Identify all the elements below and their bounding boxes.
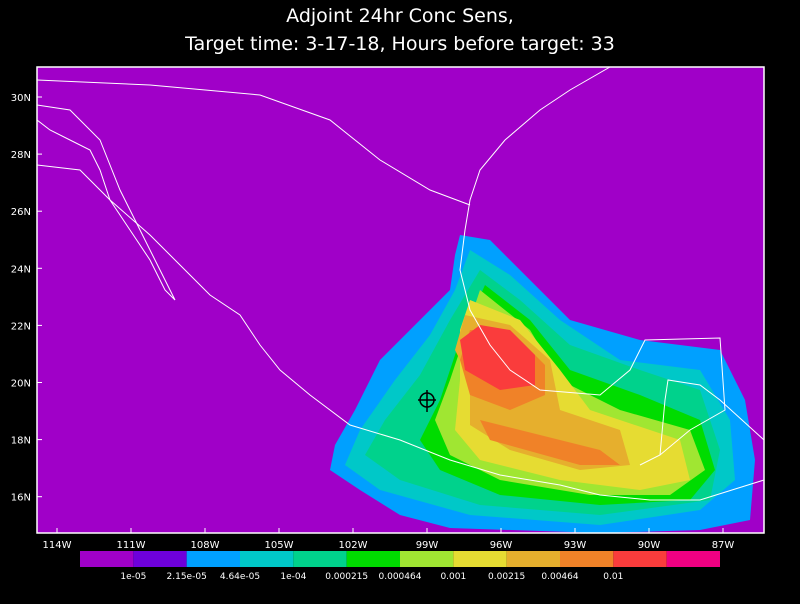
lon-label: 105W xyxy=(265,540,294,551)
colorbar-label: 1e-04 xyxy=(280,572,306,582)
colorbar-box xyxy=(613,551,667,567)
lat-label: 28N xyxy=(11,150,31,161)
lat-label: 18N xyxy=(11,436,31,447)
colorbar-box xyxy=(293,551,347,567)
colorbar-box xyxy=(400,551,454,567)
colorbar-label: 0.00464 xyxy=(541,572,578,582)
colorbar-label: 1e-05 xyxy=(120,572,146,582)
colorbar-box xyxy=(186,551,240,567)
colorbar-box xyxy=(133,551,187,567)
colorbar-box xyxy=(80,551,134,567)
coastline xyxy=(37,164,764,501)
colorbar-label: 0.01 xyxy=(603,572,623,582)
colorbar-box xyxy=(453,551,507,567)
lon-label: 114W xyxy=(43,540,72,551)
colorbar-label: 4.64e-05 xyxy=(220,572,260,582)
map-frame xyxy=(36,66,765,534)
contour xyxy=(480,420,620,465)
lat-label: 24N xyxy=(11,264,31,275)
colorbar-label: 2.15e-05 xyxy=(167,572,207,582)
colorbar-box xyxy=(506,551,560,567)
border xyxy=(37,79,471,206)
colorbar-label: 0.00215 xyxy=(488,572,525,582)
colorbar-box xyxy=(240,551,294,567)
lon-label: 87W xyxy=(712,540,735,551)
map-area xyxy=(37,67,764,533)
lon-label: 96W xyxy=(490,540,513,551)
colorbar-label: 0.001 xyxy=(440,572,466,582)
border xyxy=(659,379,764,456)
lon-label: 102W xyxy=(339,540,368,551)
coastline xyxy=(459,67,726,466)
lon-label: 90W xyxy=(638,540,661,551)
colorbar-box xyxy=(666,551,720,567)
lat-label: 16N xyxy=(11,493,31,504)
colorbar-box xyxy=(346,551,400,567)
lon-label: 99W xyxy=(416,540,439,551)
lat-label: 22N xyxy=(11,321,31,332)
coastline xyxy=(37,104,176,301)
colorbar-box xyxy=(560,551,614,567)
lat-label: 20N xyxy=(11,379,31,390)
title-line: Adjoint 24hr Conc Sens, xyxy=(286,5,514,27)
lon-label: 93W xyxy=(564,540,587,551)
source-marker xyxy=(418,390,436,412)
lat-label: 26N xyxy=(11,207,31,218)
colorbar-label: 0.000215 xyxy=(325,572,368,582)
lon-label: 108W xyxy=(191,540,220,551)
lon-label: 111W xyxy=(117,540,146,551)
title-line: Target time: 3-17-18, Hours before targe… xyxy=(184,33,615,55)
colorbar-label: 0.000464 xyxy=(379,572,422,582)
lat-label: 30N xyxy=(11,93,31,104)
